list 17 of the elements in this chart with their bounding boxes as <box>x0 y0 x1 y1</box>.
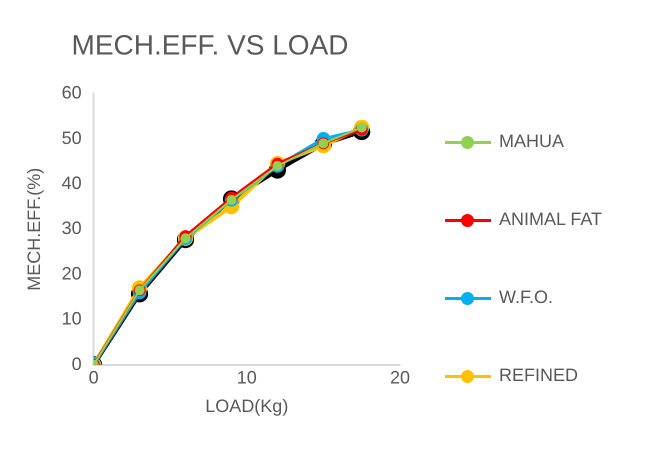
legend-label: ANIMAL FAT <box>499 208 604 231</box>
x-tick-label: 10 <box>236 368 257 388</box>
y-axis-title: MECH.EFF.(%) <box>24 168 44 291</box>
x-axis-title: LOAD(Kg) <box>205 396 288 416</box>
y-tick-label: 20 <box>62 263 82 284</box>
x-tick-label: 0 <box>88 368 99 388</box>
y-tick-label: 10 <box>62 308 82 329</box>
y-tick-label: 60 <box>62 82 82 103</box>
legend-label: REFINED <box>499 364 580 387</box>
legend-label: MAHUA <box>499 130 566 153</box>
y-tick-label: 50 <box>62 128 82 148</box>
x-tick-label: 20 <box>390 368 410 388</box>
chart-title: MECH.EFF. VS LOAD <box>72 30 348 61</box>
y-tick-label: 30 <box>62 218 82 238</box>
legend-label: W.F.O. <box>499 286 554 309</box>
y-tick-label: 0 <box>72 354 82 374</box>
y-tick-label: 40 <box>62 172 82 193</box>
